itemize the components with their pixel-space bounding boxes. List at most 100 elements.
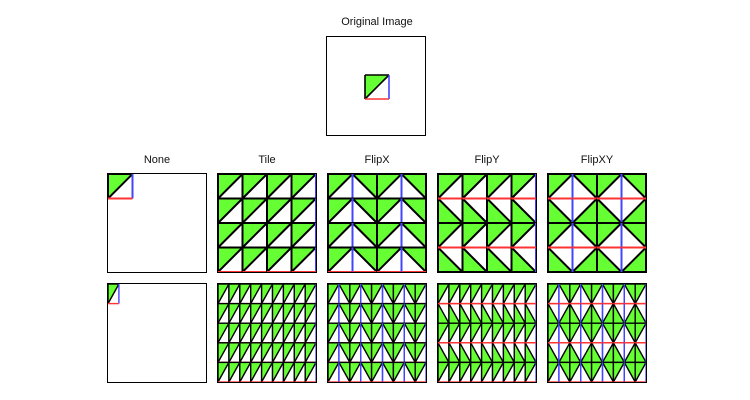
diagonal-edge — [271, 362, 285, 382]
diagonal-edge — [228, 362, 241, 382]
tile — [448, 361, 461, 382]
diagonal-edge — [349, 342, 362, 363]
diagonal-edge — [524, 284, 536, 304]
tile — [392, 302, 406, 324]
tile — [569, 284, 582, 305]
tile — [414, 284, 426, 305]
diagonal-edge — [620, 222, 646, 249]
tile — [502, 284, 516, 305]
tile — [486, 174, 513, 200]
green-triangle — [371, 303, 383, 324]
diagonal-edge — [459, 322, 472, 344]
tile — [470, 342, 483, 364]
diagonal-edge — [459, 303, 472, 324]
green-triangle — [338, 303, 350, 324]
diagonal-edge — [403, 284, 416, 304]
tile — [502, 361, 516, 382]
diagonal-edge — [364, 74, 390, 100]
diagonal-edge — [293, 322, 306, 344]
tile — [328, 197, 354, 224]
tile — [351, 197, 378, 224]
tile — [620, 246, 646, 272]
tile — [218, 174, 244, 200]
tile — [510, 246, 536, 272]
tile — [414, 302, 426, 324]
tile — [403, 322, 416, 344]
diagonal-edge — [524, 322, 536, 344]
tile — [290, 246, 316, 272]
diagonal-edge — [524, 342, 536, 363]
diagonal-edge — [370, 303, 384, 324]
diagonal-edge — [590, 322, 604, 344]
diagonal-edge — [381, 303, 395, 324]
tile — [448, 284, 461, 305]
diagonal-edge — [218, 303, 230, 324]
tile — [370, 322, 384, 344]
tile — [461, 197, 488, 224]
diagonal-edge — [596, 197, 623, 224]
diagonal-edge — [360, 342, 373, 363]
tile — [290, 174, 316, 200]
diagonal-edge — [612, 342, 625, 363]
tile — [338, 284, 351, 305]
diagonal-edge — [250, 284, 263, 304]
diagonal-edge — [241, 174, 268, 200]
diagonal-edge — [403, 362, 416, 382]
diagonal-edge — [328, 303, 340, 324]
tile — [293, 284, 306, 305]
tile — [400, 246, 426, 272]
tile — [218, 222, 244, 249]
diagonal-edge — [470, 362, 483, 382]
diagonal-edge — [470, 284, 483, 304]
diagonal-edge — [328, 246, 354, 272]
green-triangle — [548, 323, 559, 343]
diagonal-edge — [250, 342, 263, 363]
diagonal-edge — [392, 362, 405, 382]
tile — [438, 302, 450, 324]
diagonal-edge — [480, 303, 494, 324]
tile — [266, 197, 293, 224]
green-triangle — [470, 284, 482, 304]
tile — [571, 174, 598, 200]
tile — [304, 342, 316, 364]
diagonal-edge — [491, 303, 505, 324]
tile — [282, 342, 296, 364]
diagonal-edge — [282, 303, 295, 324]
tile — [480, 361, 494, 382]
tile — [480, 342, 494, 364]
diagonal-edge — [349, 362, 362, 382]
diagonal-edge — [266, 174, 293, 200]
diagonal-edge — [548, 197, 574, 224]
diagonal-edge — [304, 284, 316, 304]
diagonal-edge — [218, 342, 230, 363]
diagonal-edge — [360, 362, 373, 382]
tile — [459, 342, 472, 364]
diagonal-edge — [596, 246, 623, 272]
diagonal-edge — [601, 322, 615, 344]
diagonal-edge — [571, 197, 598, 224]
diagonal-edge — [392, 284, 405, 304]
diagonal-edge — [266, 222, 293, 249]
diagonal-edge — [612, 303, 625, 324]
diagonal-edge — [558, 303, 571, 324]
tile — [480, 284, 494, 305]
tile — [108, 284, 120, 305]
tile — [459, 361, 472, 382]
diagonal-edge — [328, 362, 340, 382]
diagonal-edge — [266, 197, 293, 224]
green-triangle — [382, 284, 394, 304]
tile — [349, 302, 362, 324]
green-triangle — [548, 303, 559, 324]
diagonal-edge — [571, 222, 598, 249]
tile — [260, 284, 274, 305]
diagonal-edge — [338, 284, 351, 304]
green-triangle — [580, 323, 592, 343]
tile — [364, 74, 390, 100]
tile — [470, 284, 483, 305]
diagonal-edge — [438, 222, 464, 249]
diagonal-edge — [486, 246, 513, 272]
tile — [241, 222, 268, 249]
diagonal-edge — [580, 322, 593, 344]
diagonal-edge — [328, 174, 354, 200]
tile — [239, 342, 252, 364]
